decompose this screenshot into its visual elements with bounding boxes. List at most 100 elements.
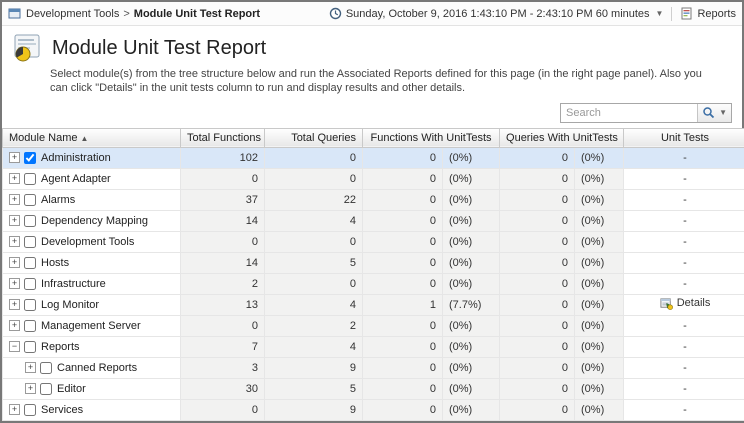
queries-with-unittests-pct-cell: (0%) [574,336,625,358]
functions-with-unittests-count-cell: 0 [362,399,443,421]
table-row[interactable]: + Log Monitor 13 4 1 (7.7%) 0 (0%) Detai… [2,294,744,316]
table-row[interactable]: + Editor 30 5 0 (0%) 0 (0%) - [2,378,744,400]
total-queries-cell: 22 [264,189,363,211]
module-name-label: Development Tools [41,235,135,248]
functions-with-unittests-count-cell: 0 [362,168,443,190]
module-checkbox[interactable] [24,151,36,164]
module-name-label: Log Monitor [41,298,100,311]
details-link[interactable]: Details [660,297,711,310]
unit-tests-empty-value: - [683,382,687,395]
expand-toggle-icon[interactable]: + [9,173,20,185]
column-header-functions-with-unittests[interactable]: Functions With UnitTests [362,127,501,148]
total-queries-cell: 5 [264,378,363,400]
expand-toggle-icon[interactable]: + [9,404,20,416]
search-input[interactable] [561,103,698,122]
clock-icon [329,7,342,20]
column-header-total-functions[interactable]: Total Functions [180,127,265,148]
queries-with-unittests-count-cell: 0 [499,273,576,295]
table-row[interactable]: + Dependency Mapping 14 4 0 (0%) 0 (0%) … [2,210,744,232]
expand-toggle-icon[interactable]: + [9,278,20,290]
module-checkbox[interactable] [24,403,36,416]
module-name-cell: + Editor [9,382,174,395]
module-checkbox[interactable] [24,193,36,206]
time-range-caret-icon: ▼ [655,9,664,18]
module-name-cell: + Services [9,403,174,416]
queries-with-unittests-pct-cell: (0%) [574,294,625,316]
module-checkbox[interactable] [24,235,36,248]
table-row[interactable]: + Development Tools 0 0 0 (0%) 0 (0%) - [2,231,744,253]
queries-with-unittests-pct-cell: (0%) [574,357,625,379]
column-header-queries-with-unittests[interactable]: Queries With UnitTests [499,127,625,148]
functions-with-unittests-count-cell: 1 [362,294,443,316]
module-checkbox[interactable] [40,361,52,374]
column-header-total-queries[interactable]: Total Queries [264,127,363,148]
module-name-cell: + Alarms [9,193,174,206]
module-checkbox[interactable] [24,172,36,185]
queries-with-unittests-pct-cell: (0%) [574,231,625,253]
module-name-label: Infrastructure [41,277,106,290]
module-checkbox[interactable] [24,298,36,311]
queries-with-unittests-pct-cell: (0%) [574,189,625,211]
table-row[interactable]: + Hosts 14 5 0 (0%) 0 (0%) - [2,252,744,274]
unit-tests-empty-value: - [683,403,687,416]
unit-tests-empty-value: - [683,277,687,290]
time-range-label: Sunday, October 9, 2016 1:43:10 PM - 2:4… [345,7,650,20]
module-name-cell: + Canned Reports [9,361,174,374]
expand-toggle-icon[interactable]: + [25,362,36,374]
unit-tests-empty-value: - [683,319,687,332]
module-checkbox[interactable] [24,214,36,227]
queries-with-unittests-count-cell: 0 [499,357,576,379]
table-row[interactable]: + Canned Reports 3 9 0 (0%) 0 (0%) - [2,357,744,379]
expand-toggle-icon[interactable]: + [9,215,20,227]
module-name-cell: + Infrastructure [9,277,174,290]
queries-with-unittests-count-cell: 0 [499,336,576,358]
table-row[interactable]: + Alarms 37 22 0 (0%) 0 (0%) - [2,189,744,211]
details-label: Details [676,297,711,310]
queries-with-unittests-count-cell: 0 [499,189,576,211]
module-name-label: Dependency Mapping [41,214,149,227]
module-checkbox[interactable] [40,382,52,395]
functions-with-unittests-pct-cell: (0%) [442,168,501,190]
column-header-module-name[interactable]: Module Name ▲ [2,127,181,148]
reports-icon [680,7,693,20]
table-row[interactable]: + Administration 102 0 0 (0%) 0 (0%) - [2,147,744,169]
unit-tests-empty-value: - [683,193,687,206]
module-checkbox[interactable] [24,319,36,332]
table-row[interactable]: + Services 0 9 0 (0%) 0 (0%) - [2,399,744,421]
functions-with-unittests-count-cell: 0 [362,231,443,253]
expand-toggle-icon[interactable]: + [9,236,20,248]
total-queries-cell: 0 [264,168,363,190]
total-functions-cell: 0 [180,168,265,190]
reports-button[interactable]: Reports [680,7,736,20]
total-functions-cell: 0 [180,399,265,421]
table-row[interactable]: + Management Server 0 2 0 (0%) 0 (0%) - [2,315,744,337]
column-header-unit-tests[interactable]: Unit Tests [623,127,744,148]
functions-with-unittests-pct-cell: (0%) [442,252,501,274]
expand-toggle-icon[interactable]: + [25,383,36,395]
module-checkbox[interactable] [24,340,36,353]
expand-toggle-icon[interactable]: + [9,194,20,206]
total-functions-cell: 2 [180,273,265,295]
total-functions-cell: 102 [180,147,265,169]
expand-toggle-icon[interactable]: + [9,152,20,164]
expand-toggle-icon[interactable]: + [9,320,20,332]
functions-with-unittests-pct-cell: (0%) [442,357,501,379]
search-button[interactable]: ▼ [697,103,731,122]
expand-toggle-icon[interactable]: + [9,299,20,311]
table-row[interactable]: − Reports 7 4 0 (0%) 0 (0%) - [2,336,744,358]
table-row[interactable]: + Infrastructure 2 0 0 (0%) 0 (0%) - [2,273,744,295]
module-name-label: Agent Adapter [41,172,111,185]
module-checkbox[interactable] [24,256,36,269]
unit-tests-empty-value: - [683,256,687,269]
module-name-label: Editor [57,382,86,395]
time-range-selector[interactable]: Sunday, October 9, 2016 1:43:10 PM - 2:4… [329,7,664,20]
expand-toggle-icon[interactable]: − [9,341,20,353]
reports-label: Reports [697,7,736,20]
functions-with-unittests-count-cell: 0 [362,336,443,358]
queries-with-unittests-pct-cell: (0%) [574,378,625,400]
module-checkbox[interactable] [24,277,36,290]
breadcrumb-section[interactable]: Development Tools [26,7,120,20]
expand-toggle-icon[interactable]: + [9,257,20,269]
table-row[interactable]: + Agent Adapter 0 0 0 (0%) 0 (0%) - [2,168,744,190]
functions-with-unittests-pct-cell: (0%) [442,147,501,169]
